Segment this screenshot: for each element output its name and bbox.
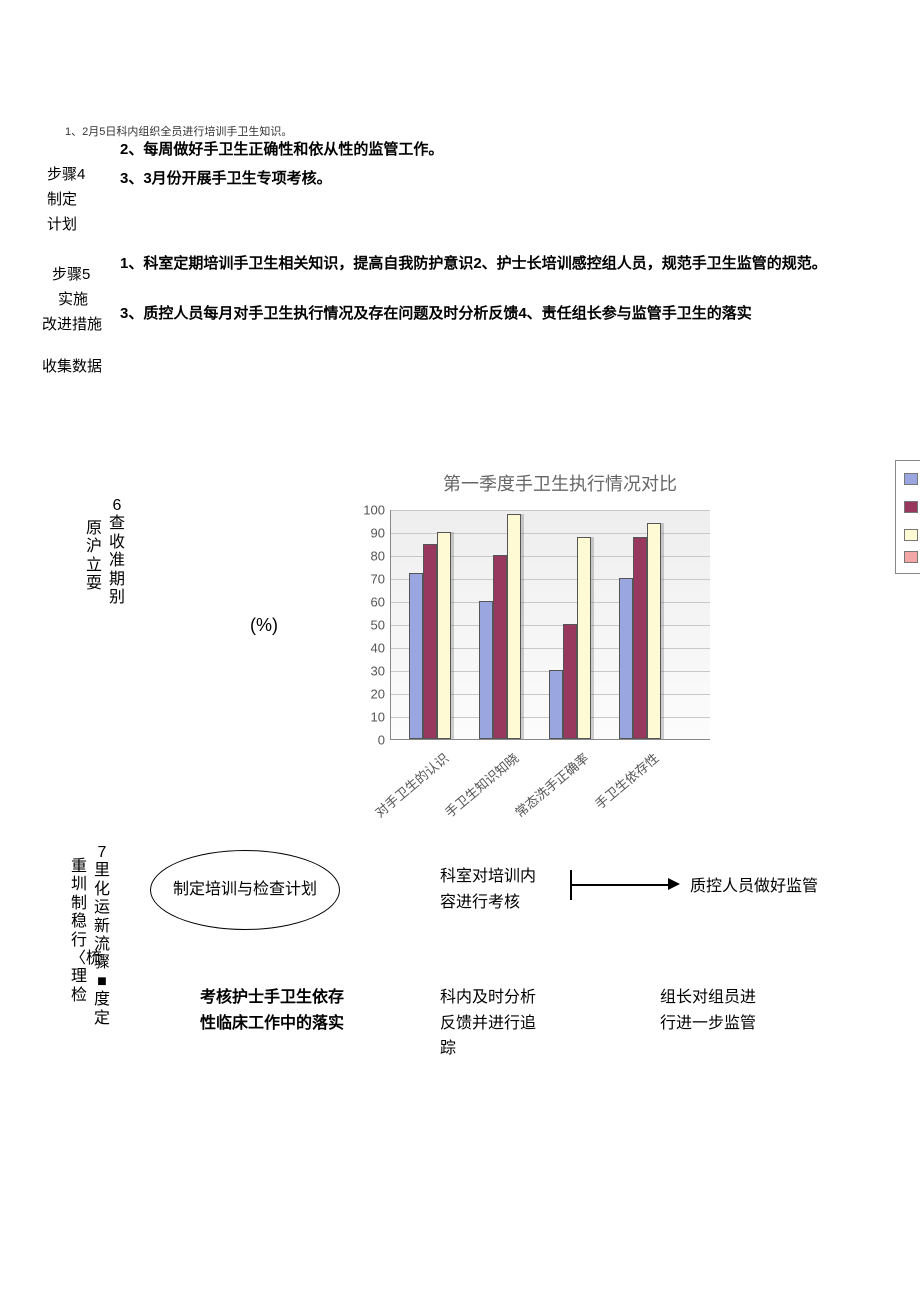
legend-row-2: 2月份 bbox=[904, 495, 920, 519]
chart-bar bbox=[437, 532, 451, 739]
chart-legend: 1月份 2月份 3月份 bbox=[895, 460, 920, 574]
step4-label-3: 计划 bbox=[47, 213, 77, 237]
step7-vlabel-b: 7里化运新流骤■度定 bbox=[93, 844, 111, 1028]
legend-row-4 bbox=[904, 551, 920, 563]
step5-label-1: 步骤5 bbox=[52, 263, 90, 287]
legend-swatch-2 bbox=[904, 501, 918, 513]
arrow-line bbox=[570, 884, 670, 886]
chart-plot-area: 0102030405060708090100对手卫生的认识手卫生知识知晓常态洗手… bbox=[390, 510, 710, 740]
arrow-head-icon bbox=[668, 878, 680, 890]
flow-node-feedback-l1: 科内及时分析 bbox=[440, 989, 536, 1006]
legend-swatch-4 bbox=[904, 551, 918, 563]
flow-node-leader-l2: 行进一步监管 bbox=[660, 1015, 756, 1032]
chart-bar bbox=[493, 555, 507, 739]
chart-ytick: 70 bbox=[371, 572, 385, 587]
flow-node-qc: 质控人员做好监管 bbox=[690, 874, 818, 900]
step5-label-3: 改进措施 bbox=[42, 313, 102, 337]
q1-hand-hygiene-chart: 第一季度手卫生执行情况对比 (%) 0102030405060708090100… bbox=[280, 460, 840, 820]
chart-bar bbox=[423, 544, 437, 740]
step4-label-2: 制定 bbox=[47, 188, 77, 212]
legend-row-3: 3月份 bbox=[904, 523, 920, 547]
step5-line1: 1、科室定期培训手卫生相关知识，提高自我防护意识2、护士长培训感控组人员，规范手… bbox=[120, 252, 890, 276]
flow-node-compliance: 考核护士手卫生依存 性临床工作中的落实 bbox=[200, 985, 344, 1036]
chart-bar bbox=[563, 624, 577, 739]
step4-label-1: 步骤4 bbox=[47, 163, 85, 187]
chart-bar bbox=[479, 601, 493, 739]
flow-node-assess-l2: 容进行考核 bbox=[440, 894, 520, 911]
chart-bar bbox=[409, 573, 423, 739]
chart-ytick: 50 bbox=[371, 618, 385, 633]
chart-ytick: 0 bbox=[378, 733, 385, 748]
flow-node-leader-l1: 组长对组员进 bbox=[660, 989, 756, 1006]
flow-node-compliance-l1: 考核护士手卫生依存 bbox=[200, 989, 344, 1006]
chart-ytick: 90 bbox=[371, 526, 385, 541]
flow-node-leader: 组长对组员进 行进一步监管 bbox=[660, 985, 756, 1036]
flow-node-feedback-l2: 反馈并进行追 bbox=[440, 1015, 536, 1032]
flow-node-feedback: 科内及时分析 反馈并进行追 踪 bbox=[440, 985, 536, 1062]
chart-bar bbox=[507, 514, 521, 739]
note-line-1: 1、2月5日科内组织全员进行培训手卫生知识。 bbox=[65, 123, 292, 139]
chart-ytick: 30 bbox=[371, 664, 385, 679]
chart-ytick: 100 bbox=[363, 503, 385, 518]
chart-ytick: 10 bbox=[371, 710, 385, 725]
flow-node-assess: 科室对培训内 容进行考核 bbox=[440, 864, 536, 915]
chart-y-unit: (%) bbox=[250, 615, 278, 636]
chart-bar bbox=[647, 523, 661, 739]
step5-label-2: 实施 bbox=[58, 288, 88, 312]
chart-bar bbox=[549, 670, 563, 739]
flow-node-assess-l1: 科室对培训内 bbox=[440, 868, 536, 885]
step4-line3: 3、3月份开展手卫生专项考核。 bbox=[120, 167, 332, 191]
chart-bar bbox=[619, 578, 633, 739]
step4-line2: 2、每周做好手卫生正确性和依从性的监管工作。 bbox=[120, 138, 443, 162]
flow-node-plan: 制定培训与检查计划 bbox=[150, 850, 340, 930]
chart-bar bbox=[633, 537, 647, 739]
step6-vlabel-a: 原沪 立耍 bbox=[85, 520, 103, 594]
flow-node-plan-text: 制定培训与检查计划 bbox=[173, 878, 317, 902]
step5-line2: 3、质控人员每月对手卫生执行情况及存在问题及时分析反馈4、责任组长参与监管手卫生… bbox=[120, 302, 890, 326]
step7-vlabel-a: 重圳 制稳行〈梳理检 bbox=[70, 858, 88, 1005]
step7-flowchart: 重圳 制稳行〈梳理检 7里化运新流骤■度定 制定培训与检查计划 科室对培训内 容… bbox=[60, 850, 880, 1150]
chart-ytick: 40 bbox=[371, 641, 385, 656]
flow-node-feedback-l3: 踪 bbox=[440, 1040, 456, 1057]
chart-title: 第一季度手卫生执行情况对比 bbox=[443, 470, 677, 496]
legend-swatch-3 bbox=[904, 529, 918, 541]
flow-node-compliance-l2: 性临床工作中的落实 bbox=[200, 1015, 344, 1032]
chart-ytick: 60 bbox=[371, 595, 385, 610]
step5-label-4: 收集数据 bbox=[42, 355, 102, 379]
chart-ytick: 20 bbox=[371, 687, 385, 702]
chart-bar bbox=[577, 537, 591, 739]
legend-swatch-1 bbox=[904, 473, 918, 485]
legend-row-1: 1月份 bbox=[904, 467, 920, 491]
step6-vlabel-b: 6查收准期别 bbox=[108, 497, 126, 607]
chart-ytick: 80 bbox=[371, 549, 385, 564]
